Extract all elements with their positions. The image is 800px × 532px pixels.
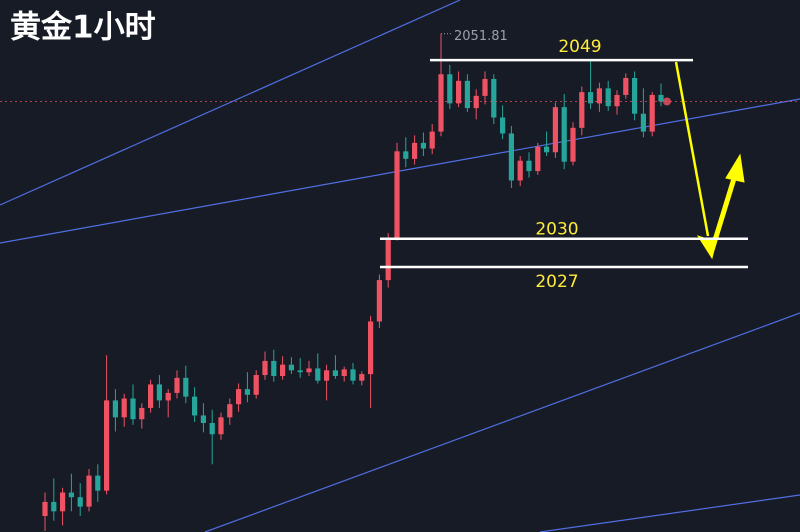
candle-body [658,94,664,102]
candle-body [623,78,629,95]
candle-body [68,492,74,498]
candle-body [280,364,286,376]
candle-body [236,389,242,405]
candle-body [104,400,110,491]
candle-body [86,475,92,507]
trend-line [0,98,800,244]
candle-body [508,133,514,181]
candle-body [368,321,374,375]
candle-body [130,398,136,420]
level-label: 2027 [535,272,578,292]
candle-body [491,78,497,118]
candle-body [218,417,224,435]
candle-body [526,160,532,172]
candle-body [332,370,338,376]
candle-body [412,142,418,159]
high-label: 2051.81 [454,29,508,44]
candle-body [227,404,233,418]
candle-body [517,160,523,181]
candle-body [632,78,638,114]
candle-body [544,146,550,153]
candle-body [464,80,470,109]
candle-body [156,384,162,401]
candle-body [209,422,215,435]
candle-body [200,415,206,423]
candle-body [588,92,594,104]
candle-body [403,151,409,159]
forecast-arrow [674,61,745,260]
candle-body [350,369,356,381]
candle-body [60,492,66,512]
candle-body [376,280,382,322]
arrow-up-head [725,153,745,183]
candle-body [359,374,365,381]
candle-body [262,360,268,376]
trend-line [0,0,461,206]
candle-body [95,475,101,491]
candle-body [447,74,453,104]
candle-body [570,127,576,162]
candle-body [640,113,646,132]
candle-body [174,377,180,393]
arrow-down [674,61,710,237]
candle-body [482,78,488,96]
candle-body [420,142,426,149]
candle-body [385,237,391,281]
candle-body [121,398,127,418]
candle-body [324,370,330,381]
candle-body [77,497,83,507]
candle-body [253,375,259,395]
candle-body [244,389,250,395]
candle-body [500,117,506,134]
plot [0,33,800,532]
trend-line [539,494,800,532]
candle-body [297,370,303,373]
candle-body [42,501,48,517]
candle-body [139,407,145,420]
candle-body [394,151,400,238]
candle-body [271,360,277,376]
candle-body [112,400,118,418]
arrow-up [709,171,739,251]
candle-body [561,107,567,162]
candle-body [51,501,57,512]
candle-body [456,80,462,104]
candle-body [438,74,444,132]
candle-body [306,368,312,373]
level-label: 2049 [558,37,601,57]
candle-body [552,107,558,153]
candle-body [288,364,294,371]
candle-body [341,369,347,376]
chart-title: 黄金1小时 [10,10,156,46]
candle-body [192,396,198,416]
level-label: 2030 [535,220,578,240]
candle-body [579,92,585,128]
candle-body [429,131,435,149]
candle-body [183,377,189,397]
candle-body [535,146,541,172]
candle-body [148,384,154,408]
trend-line [204,312,800,532]
candle-body [596,88,602,104]
candle-body [165,392,171,401]
candle-body [614,94,620,107]
candle-body [605,88,611,107]
last-price-dot [663,97,671,106]
candle-body [315,368,321,381]
candle-body [649,94,655,132]
